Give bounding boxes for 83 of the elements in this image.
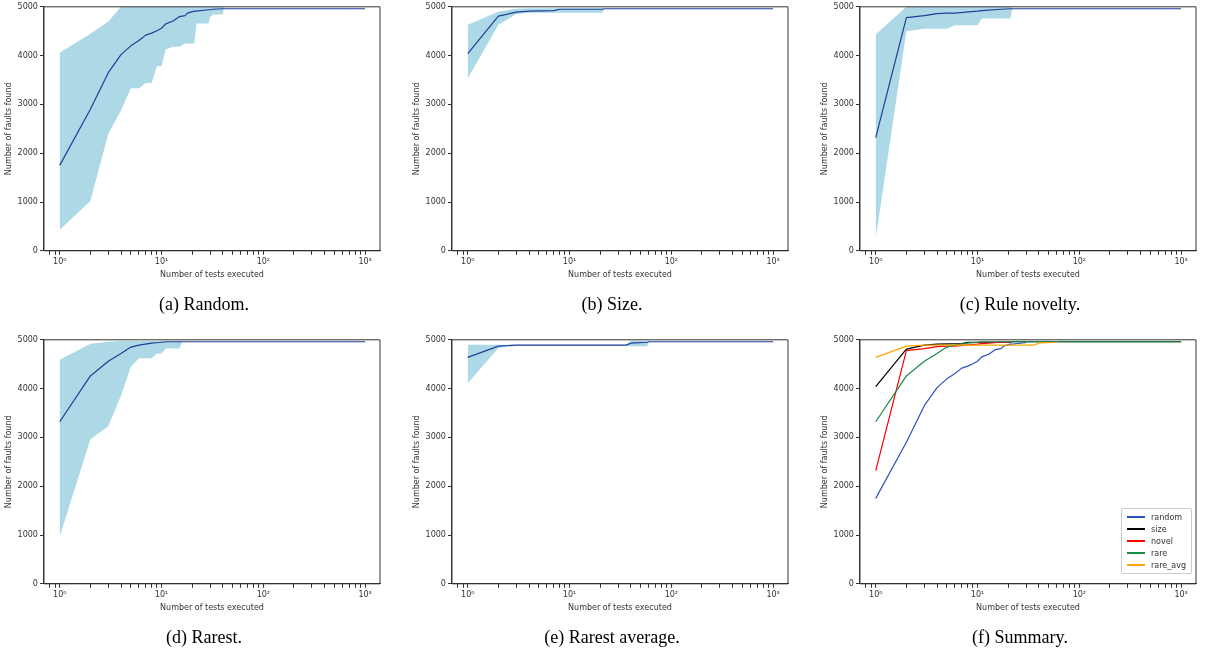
x-tick-label: 10¹ xyxy=(562,589,577,599)
y-tick-label: 2000 xyxy=(425,481,446,491)
y-tick-label: 3000 xyxy=(425,99,446,109)
y-axis-title: Number of faults found xyxy=(819,415,829,509)
y-tick-label: 5000 xyxy=(17,334,38,344)
y-axis-title: Number of faults found xyxy=(3,415,13,509)
y-tick-label: 3000 xyxy=(17,99,38,109)
x-tick-label: 10² xyxy=(1072,589,1087,599)
y-tick-label: 4000 xyxy=(833,383,854,393)
y-tick-label: 3000 xyxy=(425,432,446,442)
x-tick-label: 10³ xyxy=(766,256,780,266)
y-tick-label: 3000 xyxy=(833,99,854,109)
y-axis-title: Number of faults found xyxy=(411,415,421,509)
x-tick-label: 10¹ xyxy=(970,589,985,599)
x-axis-title: Number of tests executed xyxy=(976,270,1080,280)
x-tick-label: 10¹ xyxy=(154,256,169,266)
y-tick-label: 2000 xyxy=(425,148,446,158)
y-tick-label: 2000 xyxy=(833,148,854,158)
y-tick-label: 1000 xyxy=(17,197,38,207)
x-tick-label: 10³ xyxy=(1174,256,1188,266)
y-tick-label: 5000 xyxy=(425,1,446,11)
y-tick-label: 4000 xyxy=(833,50,854,60)
y-tick-label: 2000 xyxy=(833,481,854,491)
legend-label: novel xyxy=(1151,536,1173,546)
y-tick-label: 1000 xyxy=(425,197,446,207)
x-tick-label: 10¹ xyxy=(562,256,577,266)
y-tick-label: 4000 xyxy=(425,50,446,60)
y-tick-label: 3000 xyxy=(17,432,38,442)
y-tick-label: 5000 xyxy=(833,1,854,11)
text: (c) Rule novelty. xyxy=(958,294,1082,315)
x-tick-label: 10³ xyxy=(1174,589,1188,599)
legend-label: rare xyxy=(1151,548,1168,558)
x-tick-label: 10² xyxy=(256,589,271,599)
x-tick-label: 10¹ xyxy=(154,589,169,599)
y-axis-title: Number of faults found xyxy=(819,82,829,176)
x-tick-label: 10⁰ xyxy=(461,589,475,599)
x-tick-label: 10¹ xyxy=(970,256,985,266)
y-tick-label: 0 xyxy=(32,578,38,588)
legend-label: size xyxy=(1151,524,1167,534)
text: (f) Summary. xyxy=(971,627,1069,648)
y-tick-label: 1000 xyxy=(17,530,38,540)
text: (b) Size. xyxy=(580,294,644,315)
x-tick-label: 10⁰ xyxy=(53,589,67,599)
y-tick-label: 1000 xyxy=(833,530,854,540)
y-tick-label: 1000 xyxy=(425,530,446,540)
text: (d) Rarest. xyxy=(165,627,243,648)
text: (a) Random. xyxy=(158,294,250,315)
y-tick-label: 4000 xyxy=(17,383,38,393)
x-tick-label: 10² xyxy=(664,589,679,599)
y-tick-label: 5000 xyxy=(833,334,854,344)
y-tick-label: 5000 xyxy=(425,334,446,344)
y-tick-label: 2000 xyxy=(17,481,38,491)
x-axis-title: Number of tests executed xyxy=(976,603,1080,613)
y-tick-label: 0 xyxy=(440,578,446,588)
y-tick-label: 0 xyxy=(848,578,854,588)
x-tick-label: 10⁰ xyxy=(461,256,475,266)
y-tick-label: 4000 xyxy=(17,50,38,60)
x-tick-label: 10⁰ xyxy=(53,256,67,266)
text: (e) Rarest average. xyxy=(543,627,681,648)
y-tick-label: 3000 xyxy=(833,432,854,442)
x-tick-label: 10³ xyxy=(358,256,372,266)
x-tick-label: 10² xyxy=(256,256,271,266)
x-tick-label: 10³ xyxy=(766,589,780,599)
x-axis-title: Number of tests executed xyxy=(568,270,672,280)
x-tick-label: 10² xyxy=(664,256,679,266)
y-tick-label: 0 xyxy=(32,245,38,255)
x-axis-title: Number of tests executed xyxy=(160,603,264,613)
legend-label: random xyxy=(1151,512,1183,522)
y-tick-label: 2000 xyxy=(17,148,38,158)
y-tick-label: 1000 xyxy=(833,197,854,207)
x-axis-title: Number of tests executed xyxy=(160,270,264,280)
y-tick-label: 4000 xyxy=(425,383,446,393)
legend-label: rare_avg xyxy=(1151,560,1186,570)
x-axis-title: Number of tests executed xyxy=(568,603,672,613)
x-tick-label: 10³ xyxy=(358,589,372,599)
y-tick-label: 5000 xyxy=(17,1,38,11)
y-axis-title: Number of faults found xyxy=(3,82,13,176)
x-tick-label: 10² xyxy=(1072,256,1087,266)
y-tick-label: 0 xyxy=(440,245,446,255)
y-axis-title: Number of faults found xyxy=(411,82,421,176)
x-tick-label: 10⁰ xyxy=(869,256,883,266)
y-tick-label: 0 xyxy=(848,245,854,255)
x-tick-label: 10⁰ xyxy=(869,589,883,599)
